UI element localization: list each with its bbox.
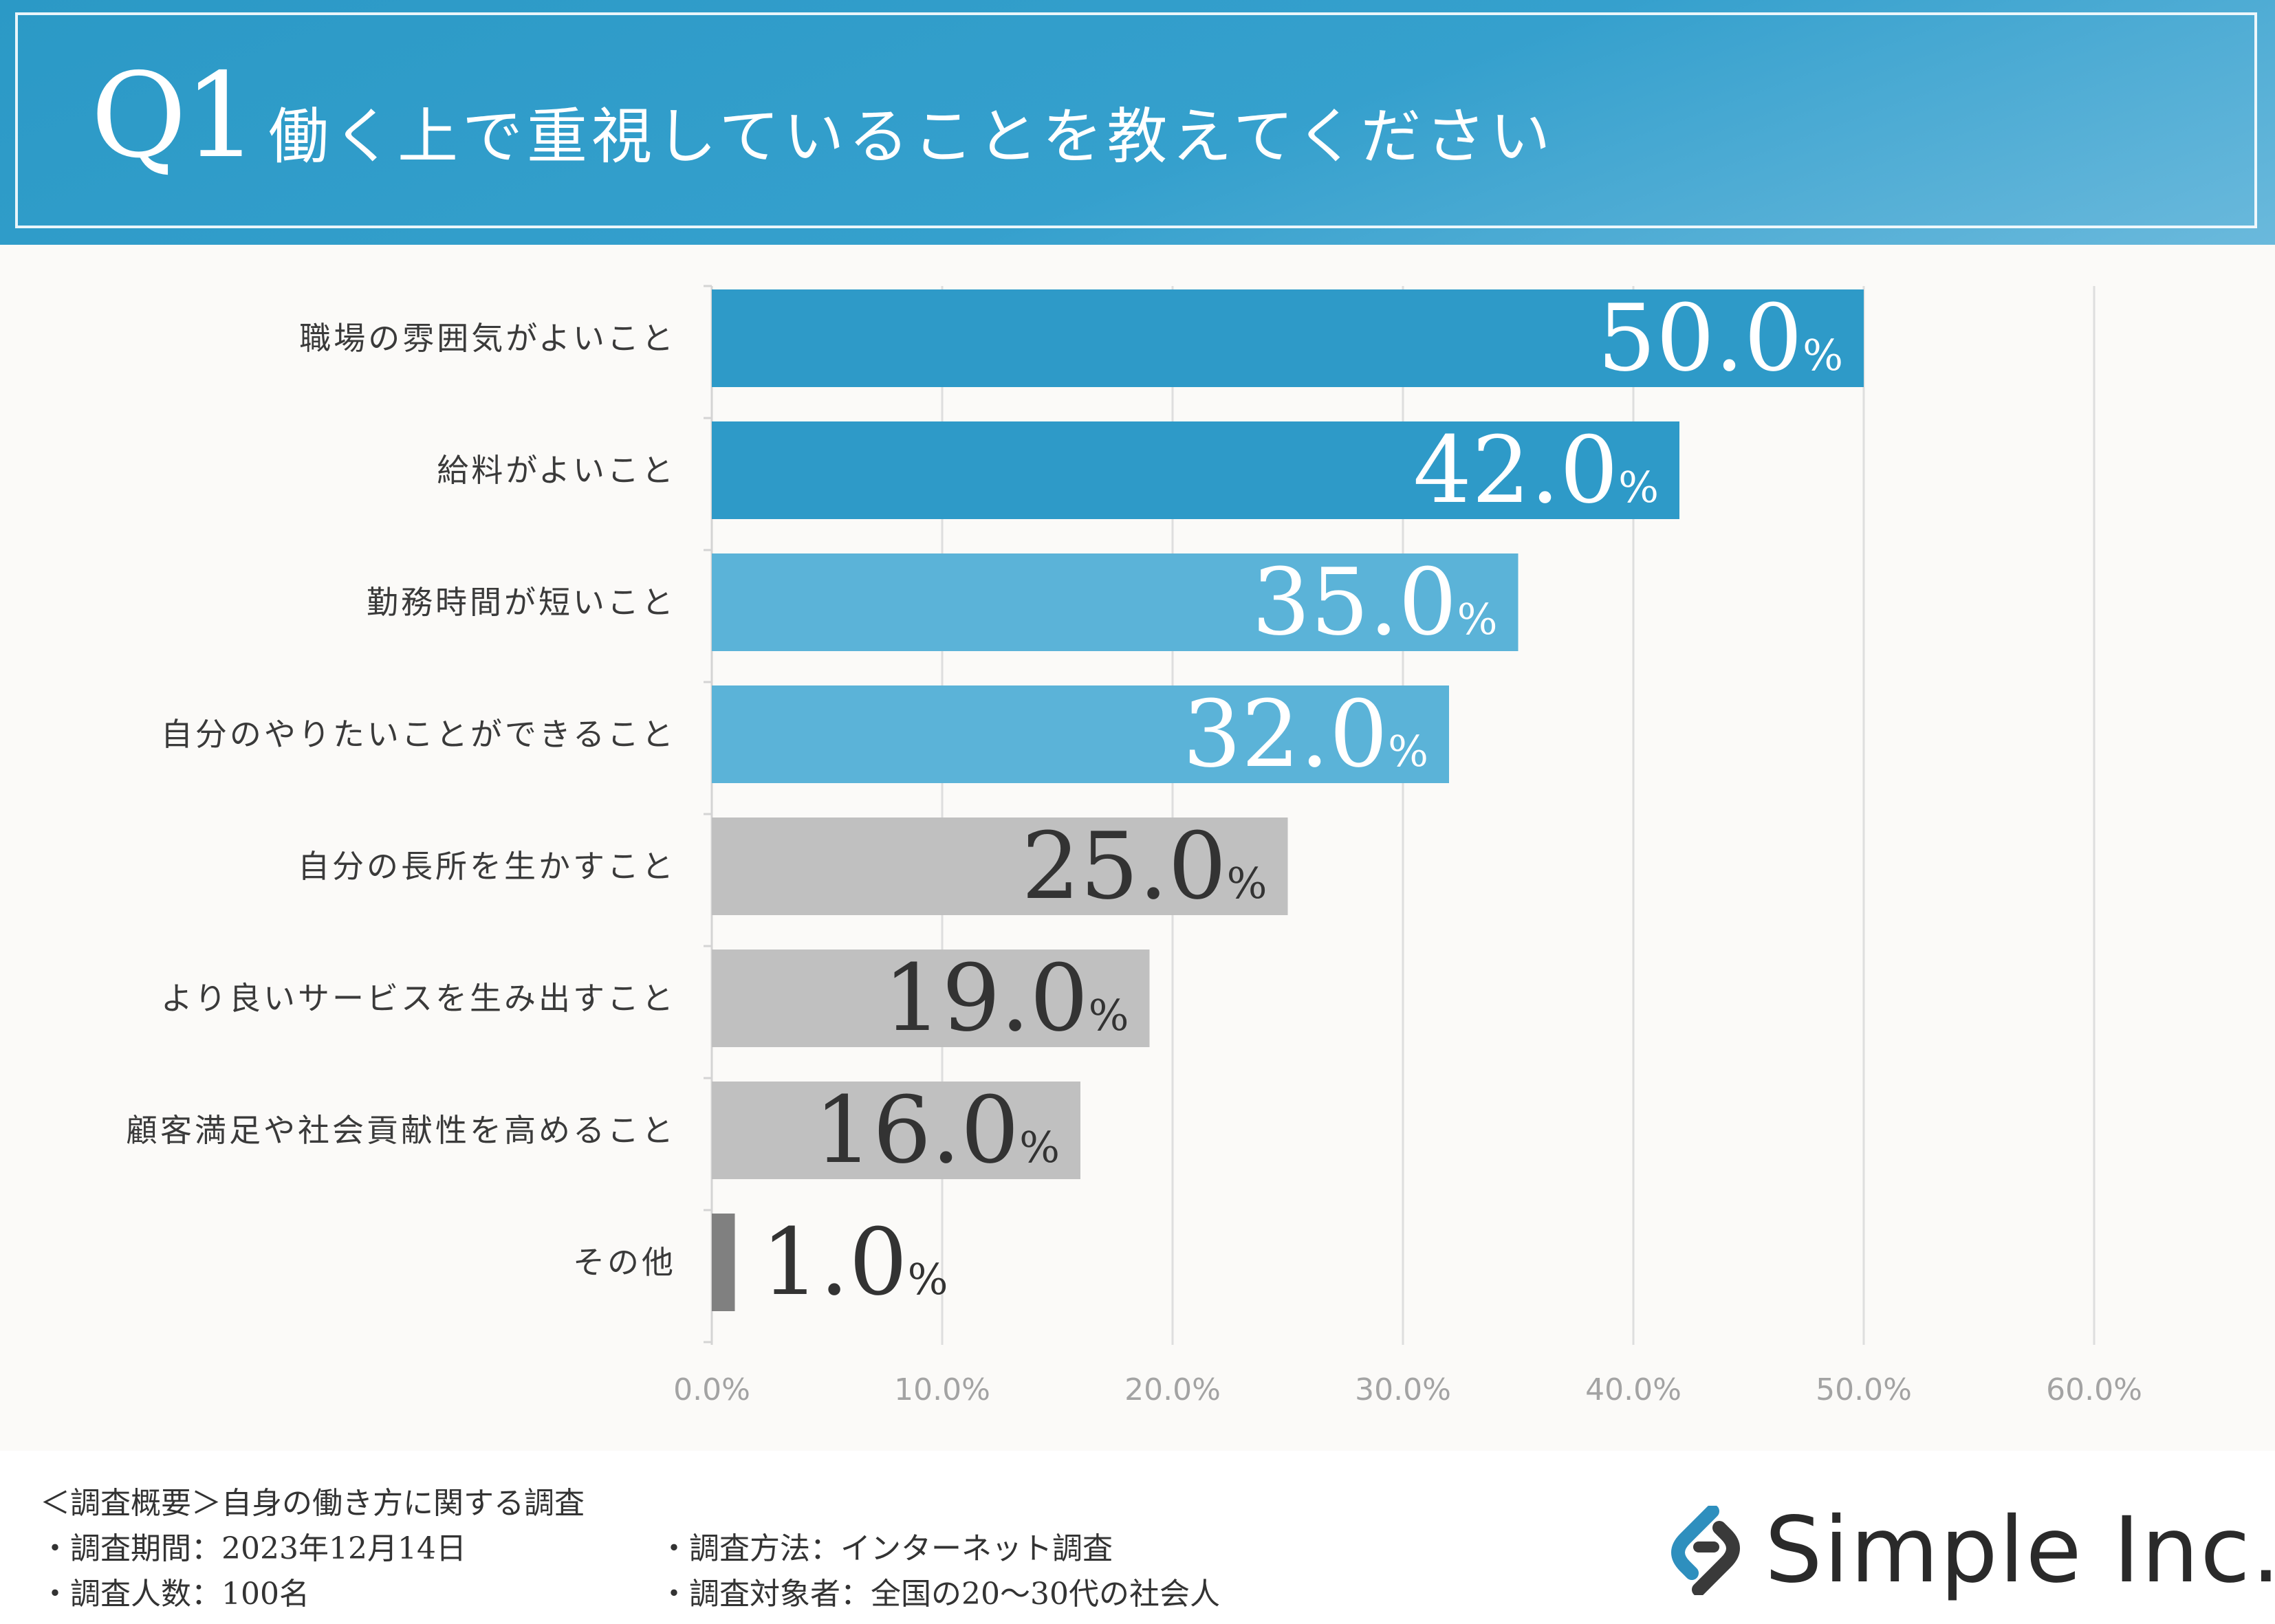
- bar: [712, 289, 1864, 387]
- x-tick-label: 0.0%: [673, 1372, 750, 1407]
- category-label: 給料がよいこと: [437, 452, 676, 489]
- value-label: 42.0%: [1413, 417, 1659, 524]
- bar: [712, 553, 1519, 651]
- survey-count: ・調査人数：100名: [40, 1577, 309, 1612]
- survey-overview: ＜調査概要＞自身の働き方に関する調査: [40, 1486, 585, 1521]
- category-label: より良いサービスを生み出すこと: [161, 980, 676, 1017]
- question-number: Q1: [91, 48, 259, 184]
- value-label: 16.0%: [814, 1077, 1060, 1184]
- bar: [712, 1214, 735, 1311]
- simple-logo-icon: [1671, 1506, 1740, 1595]
- bar: [712, 1082, 1080, 1179]
- category-label: 自分のやりたいことができること: [161, 716, 676, 753]
- value-label: 1.0%: [761, 1209, 948, 1316]
- category-label: 勤務時間が短いこと: [367, 584, 676, 621]
- x-tick-label: 60.0%: [2046, 1372, 2142, 1407]
- category-label: 顧客満足や社会貢献性を高めること: [126, 1112, 676, 1149]
- survey-footer: ＜調査概要＞自身の働き方に関する調査 ・調査期間：2023年12月14日 ・調査…: [0, 1451, 2275, 1624]
- header-frame: [15, 12, 2257, 228]
- survey-period: ・調査期間：2023年12月14日: [40, 1531, 466, 1566]
- category-label: 自分の長所を生かすこと: [298, 848, 676, 885]
- question-title: 働く上で重視していることを教えてください: [268, 101, 1555, 172]
- x-tick-label: 20.0%: [1124, 1372, 1221, 1407]
- value-label: 50.0%: [1598, 285, 1843, 392]
- bar: [712, 950, 1150, 1047]
- header-banner: Q1 働く上で重視していることを教えてください: [0, 0, 2275, 245]
- x-tick-label: 10.0%: [894, 1372, 990, 1407]
- bar: [712, 421, 1679, 519]
- bar: [712, 685, 1449, 783]
- bar: [712, 818, 1288, 915]
- survey-method: ・調査方法：インターネット調査: [659, 1531, 1113, 1566]
- logo-text: Simple Inc.: [1765, 1497, 2275, 1603]
- x-tick-label: 50.0%: [1816, 1372, 1912, 1407]
- x-tick-label: 40.0%: [1585, 1372, 1681, 1407]
- company-logo: Simple Inc.: [1664, 1497, 2275, 1603]
- x-tick-label: 30.0%: [1355, 1372, 1451, 1407]
- value-label: 19.0%: [883, 945, 1129, 1052]
- category-label: その他: [573, 1244, 676, 1281]
- value-label: 25.0%: [1021, 813, 1267, 920]
- value-label: 32.0%: [1183, 681, 1428, 788]
- category-label: 職場の雰囲気がよいこと: [299, 320, 676, 357]
- value-label: 35.0%: [1252, 549, 1497, 656]
- bar-chart: 0.0% 10.0% 20.0% 30.0% 40.0% 50.0% 60.0% 職場の雰囲気…: [126, 285, 2142, 1407]
- survey-target: ・調査対象者：全国の20〜30代の社会人: [659, 1577, 1220, 1612]
